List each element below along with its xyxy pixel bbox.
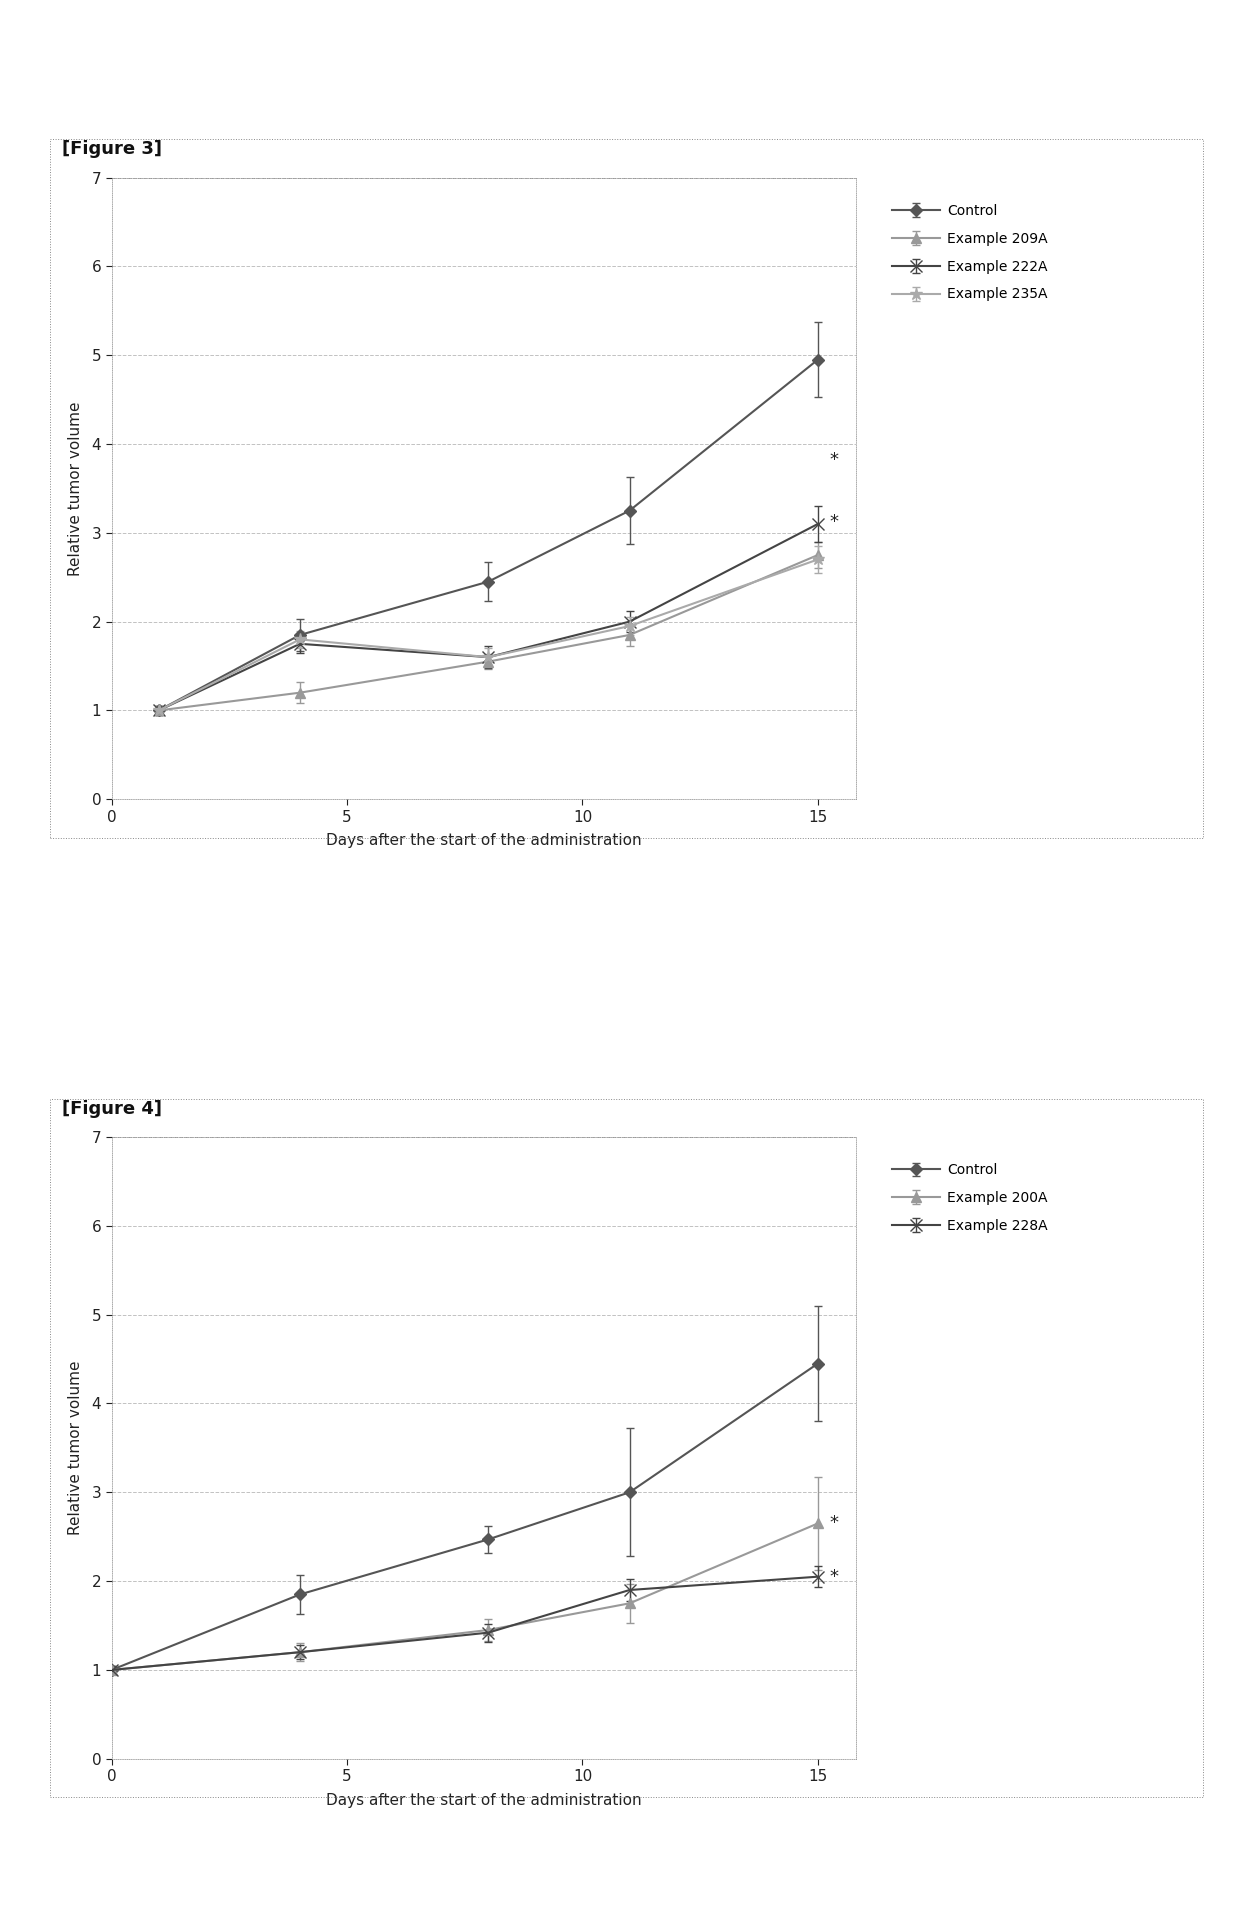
Text: [Figure 4]: [Figure 4] [62, 1100, 162, 1117]
X-axis label: Days after the start of the administration: Days after the start of the administrati… [326, 1792, 641, 1808]
Text: *: * [830, 451, 838, 468]
Y-axis label: Relative tumor volume: Relative tumor volume [68, 1361, 83, 1535]
Text: *: * [830, 1514, 838, 1533]
Legend: Control, Example 200A, Example 228A: Control, Example 200A, Example 228A [885, 1157, 1055, 1240]
Y-axis label: Relative tumor volume: Relative tumor volume [68, 401, 83, 576]
Text: [Figure 3]: [Figure 3] [62, 140, 162, 159]
Legend: Control, Example 209A, Example 222A, Example 235A: Control, Example 209A, Example 222A, Exa… [885, 198, 1055, 309]
Text: *: * [830, 512, 838, 532]
Text: *: * [830, 1568, 838, 1585]
X-axis label: Days after the start of the administration: Days after the start of the administrati… [326, 833, 641, 848]
